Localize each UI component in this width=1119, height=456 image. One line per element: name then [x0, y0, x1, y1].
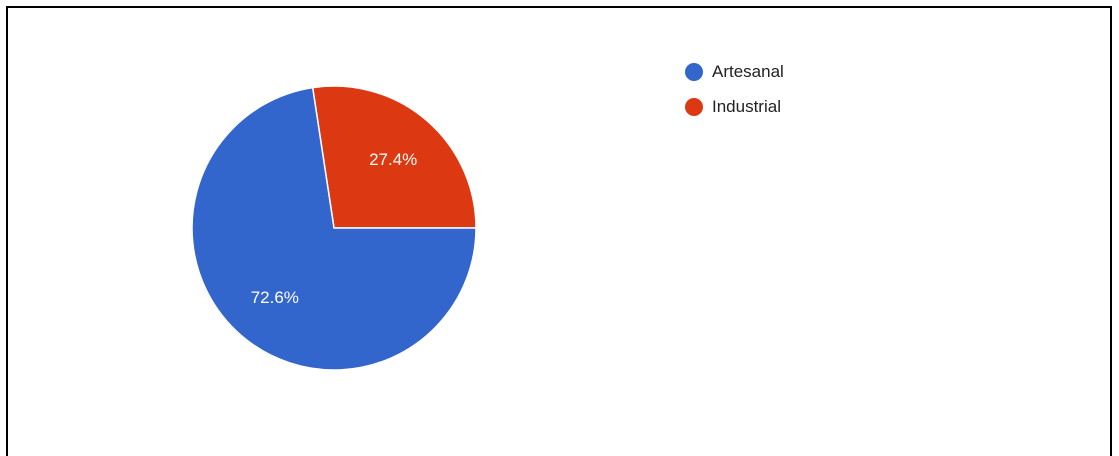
- pie-slice-industrial[interactable]: [311, 85, 477, 229]
- pie-slices: [191, 85, 477, 371]
- legend-label-artesanal: Artesanal: [712, 61, 784, 81]
- chart-legend: Artesanal Industrial: [685, 62, 784, 132]
- pie-slice-artesanal[interactable]: [191, 86, 477, 371]
- data-label-artesanal: 72.6%: [251, 288, 299, 307]
- chart-frame: [6, 6, 1112, 456]
- legend-item-artesanal[interactable]: Artesanal: [685, 62, 784, 81]
- legend-swatch-industrial: [685, 97, 703, 116]
- legend-label-industrial: Industrial: [712, 96, 781, 116]
- data-label-industrial: 27.4%: [369, 150, 417, 169]
- pie-data-labels: 27.4% 72.6%: [251, 150, 418, 307]
- legend-item-industrial[interactable]: Industrial: [685, 97, 784, 116]
- legend-swatch-artesanal: [685, 62, 703, 81]
